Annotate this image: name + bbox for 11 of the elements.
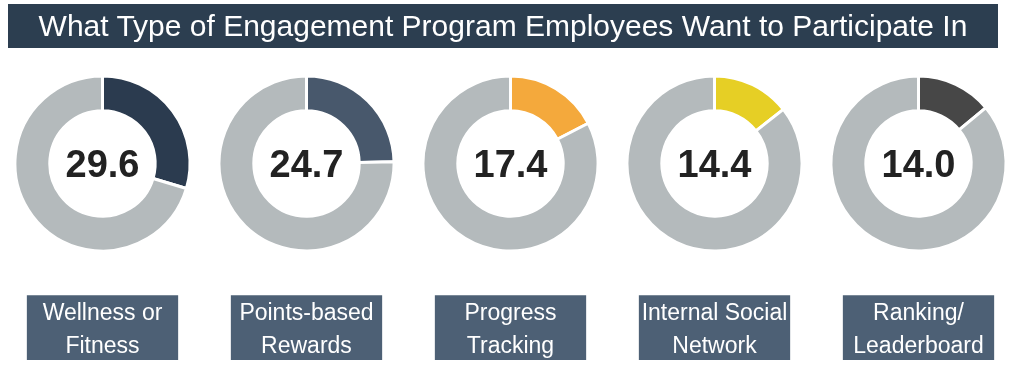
- text: Ranking/ Leaderboard: [853, 299, 984, 358]
- text: Progress Tracking: [464, 299, 557, 358]
- text: 14.0: [881, 143, 956, 185]
- text: 14.4: [677, 143, 752, 185]
- text: Wellness or Fitness: [42, 299, 163, 358]
- text: Internal Social Network: [641, 299, 788, 358]
- text: 24.7: [269, 143, 344, 185]
- text: 29.6: [65, 143, 140, 185]
- text: Points-based Rewards: [239, 299, 374, 358]
- text: What Type of Engagement Program Employees Want to Participate In: [38, 8, 968, 44]
- text: 17.4: [473, 143, 548, 185]
